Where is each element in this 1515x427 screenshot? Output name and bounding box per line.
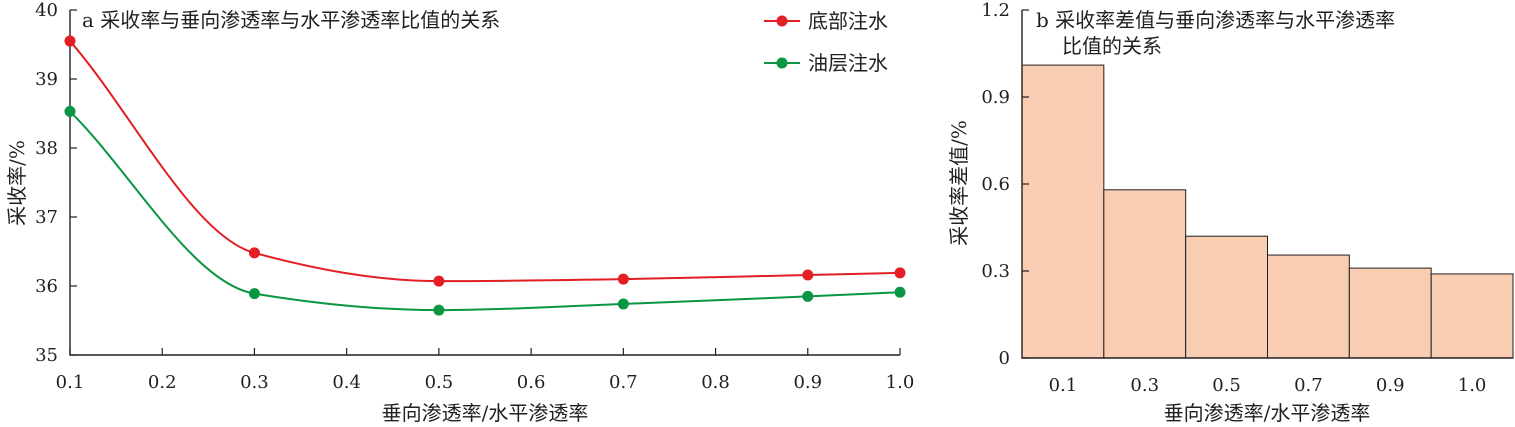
series-1-point [802, 269, 814, 281]
bar-0.9 [1348, 267, 1432, 359]
legend-label-bottom-injection: 底部注水 [808, 9, 888, 33]
series-1-point [617, 273, 629, 285]
bar-chart-y-axis-title: 采收率差值/% [947, 120, 971, 246]
line-chart-legend: 底部注水 油层注水 [764, 9, 888, 75]
y-tick-label: 0.3 [981, 261, 1010, 282]
series-2-point [248, 288, 260, 300]
x-tick-label: 1.0 [1458, 375, 1487, 396]
bar-0.3 [1103, 189, 1187, 359]
x-tick-label: 0.1 [1049, 375, 1078, 396]
x-tick-label: 0.5 [1212, 375, 1241, 396]
x-tick-label: 0.8 [701, 372, 730, 393]
bar-chart-x-tick-labels: 0.1 0.3 0.5 0.7 0.9 1.0 [1049, 375, 1487, 396]
line-chart-axes [69, 10, 900, 356]
series-2-point [617, 298, 629, 310]
x-tick-label: 0.1 [56, 372, 85, 393]
series-1-point [894, 267, 906, 279]
legend-marker-bottom-injection [776, 15, 788, 27]
line-chart-x-axis-title: 垂向渗透率/水平渗透率 [382, 401, 589, 425]
legend-entry-layer-injection: 油层注水 [764, 51, 888, 75]
line-chart-panel-a: 35 36 37 38 39 40 0.1 0.2 0.3 0.4 0.5 0.6 0.7 0.8 0.9… [5, 0, 914, 425]
series-1-point [64, 35, 76, 47]
series-2-point [64, 105, 76, 117]
x-tick-label: 0.4 [332, 372, 361, 393]
bar-chart-y-tick-labels: 0 0.3 0.6 0.9 1.2 [981, 0, 1010, 369]
legend-label-layer-injection: 油层注水 [808, 51, 888, 75]
line-chart-series-points [64, 35, 906, 316]
bar-chart-title-line-2: 比值的关系 [1062, 34, 1162, 58]
x-tick-label: 0.3 [1130, 375, 1159, 396]
x-tick-label: 0.9 [793, 372, 822, 393]
series-1-point [248, 247, 260, 259]
x-tick-label: 0.6 [517, 372, 546, 393]
y-tick-label: 40 [35, 0, 58, 21]
x-tick-label: 0.7 [1294, 375, 1323, 396]
x-tick-label: 1.0 [886, 372, 915, 393]
bar-chart-bars [1021, 64, 1514, 359]
y-tick-label: 0.6 [981, 174, 1010, 195]
bar-chart-ticks [1022, 9, 1029, 359]
bar-chart-x-axis-title: 垂向渗透率/水平渗透率 [1164, 401, 1371, 425]
line-chart-title: a 采收率与垂向渗透率与水平渗透率比值的关系 [82, 8, 500, 32]
line-chart-y-axis-title: 采收率/% [5, 140, 29, 226]
line-chart-y-tick-labels: 35 36 37 38 39 40 [35, 0, 58, 366]
series-line-1 [69, 40, 901, 283]
y-tick-label: 39 [35, 69, 58, 90]
bar-0.7 [1267, 254, 1350, 359]
x-tick-label: 0.5 [425, 372, 454, 393]
bar-chart-panel-b: 0 0.3 0.6 0.9 1.2 0.1 0.3 0.5 0.7 0.9 1.0 b 采收率差值… [947, 0, 1514, 425]
bar-chart-axes [1021, 10, 1513, 359]
legend-entry-bottom-injection: 底部注水 [764, 9, 888, 33]
series-2-point [894, 286, 906, 298]
bar-0.5 [1185, 235, 1268, 359]
series-1-point [433, 275, 445, 287]
legend-marker-layer-injection [776, 57, 788, 69]
x-tick-label: 0.3 [240, 372, 269, 393]
y-tick-label: 0.9 [981, 87, 1010, 108]
y-tick-label: 35 [35, 345, 58, 366]
bar-0.1 [1021, 64, 1105, 359]
y-tick-label: 0 [999, 348, 1010, 369]
bar-1.0 [1430, 273, 1514, 359]
line-chart-ticks [69, 9, 901, 356]
y-tick-label: 37 [35, 207, 58, 228]
x-tick-label: 0.7 [609, 372, 638, 393]
y-tick-label: 36 [35, 276, 58, 297]
x-tick-label: 0.9 [1376, 375, 1405, 396]
series-2-point [802, 290, 814, 302]
series-2-point [433, 304, 445, 316]
line-chart-x-tick-labels: 0.1 0.2 0.3 0.4 0.5 0.6 0.7 0.8 0.9 1.0 [56, 372, 915, 393]
y-tick-label: 1.2 [981, 0, 1010, 21]
y-tick-label: 38 [35, 138, 58, 159]
bar-chart-title-line-1: b 采收率差值与垂向渗透率与水平渗透率 [1036, 8, 1395, 32]
line-chart-series-lines [69, 40, 901, 312]
x-tick-label: 0.2 [148, 372, 177, 393]
